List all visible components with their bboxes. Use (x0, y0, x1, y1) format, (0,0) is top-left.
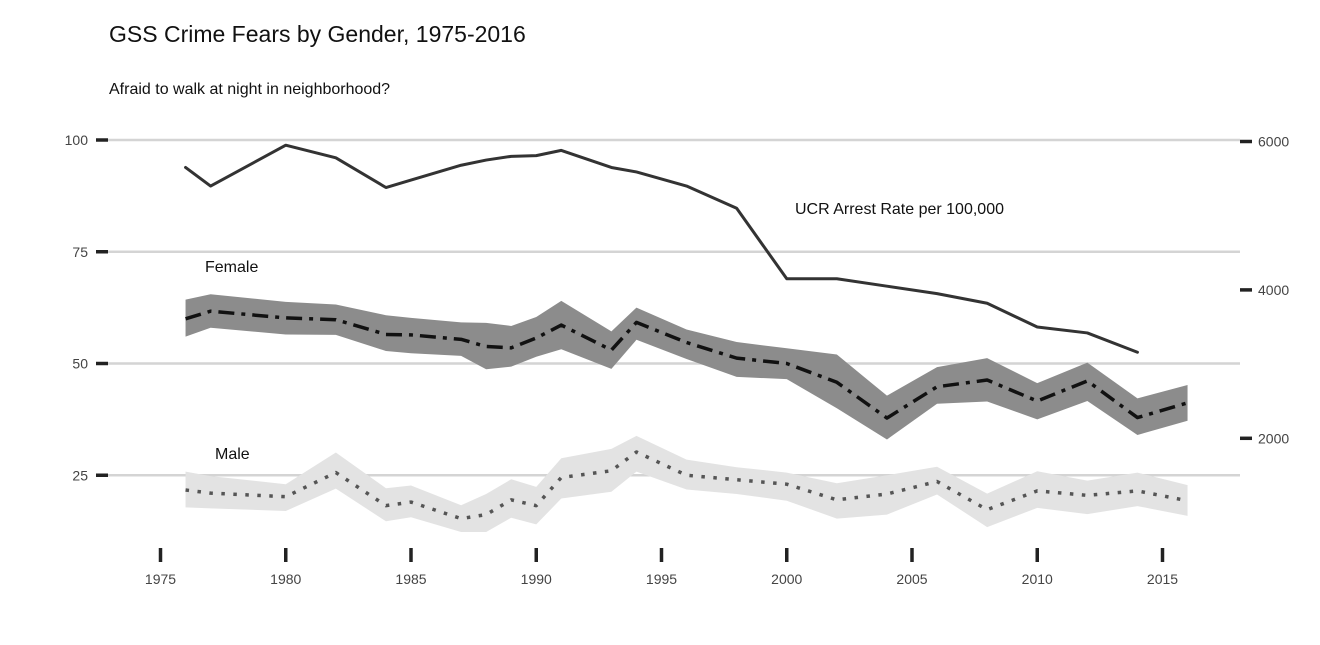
y2-tick-label: 2000 (1258, 430, 1289, 446)
x-tick-label: 1995 (646, 571, 677, 587)
series-line-ucr (184, 143, 1139, 354)
series-lines (184, 143, 1189, 521)
chart-title: GSS Crime Fears by Gender, 1975-2016 (109, 21, 526, 47)
x-tick-label: 1980 (270, 571, 301, 587)
x-tick-label: 1985 (395, 571, 426, 587)
y-tick-label: 100 (65, 132, 89, 148)
annotation-female: Female (205, 259, 258, 276)
axes: 25 50 75 100 2000 4000 6000 1975 1980 1985 1990 199… (65, 132, 1290, 587)
annotation-ucr: UCR Arrest Rate per 100,000 (795, 201, 1004, 218)
confidence-bands (185, 294, 1188, 533)
series-line-female (185, 309, 1189, 420)
y2-tick-label: 4000 (1258, 282, 1289, 298)
band-male (185, 435, 1188, 533)
annotation-male: Male (215, 446, 250, 463)
y2-tick-label: 6000 (1258, 134, 1289, 150)
band-female (185, 294, 1188, 440)
x-tick-label: 2005 (896, 571, 927, 587)
y-tick-label: 25 (72, 467, 88, 483)
x-tick-label: 1975 (145, 571, 176, 587)
y-tick-label: 75 (72, 244, 88, 260)
series-line-male (185, 450, 1188, 521)
x-tick-label: 2015 (1147, 571, 1178, 587)
x-tick-label: 2000 (771, 571, 802, 587)
x-tick-label: 1990 (521, 571, 552, 587)
x-tick-label: 2010 (1022, 571, 1053, 587)
y-tick-label: 50 (72, 356, 88, 372)
chart-subtitle: Afraid to walk at night in neighborhood? (109, 81, 390, 98)
